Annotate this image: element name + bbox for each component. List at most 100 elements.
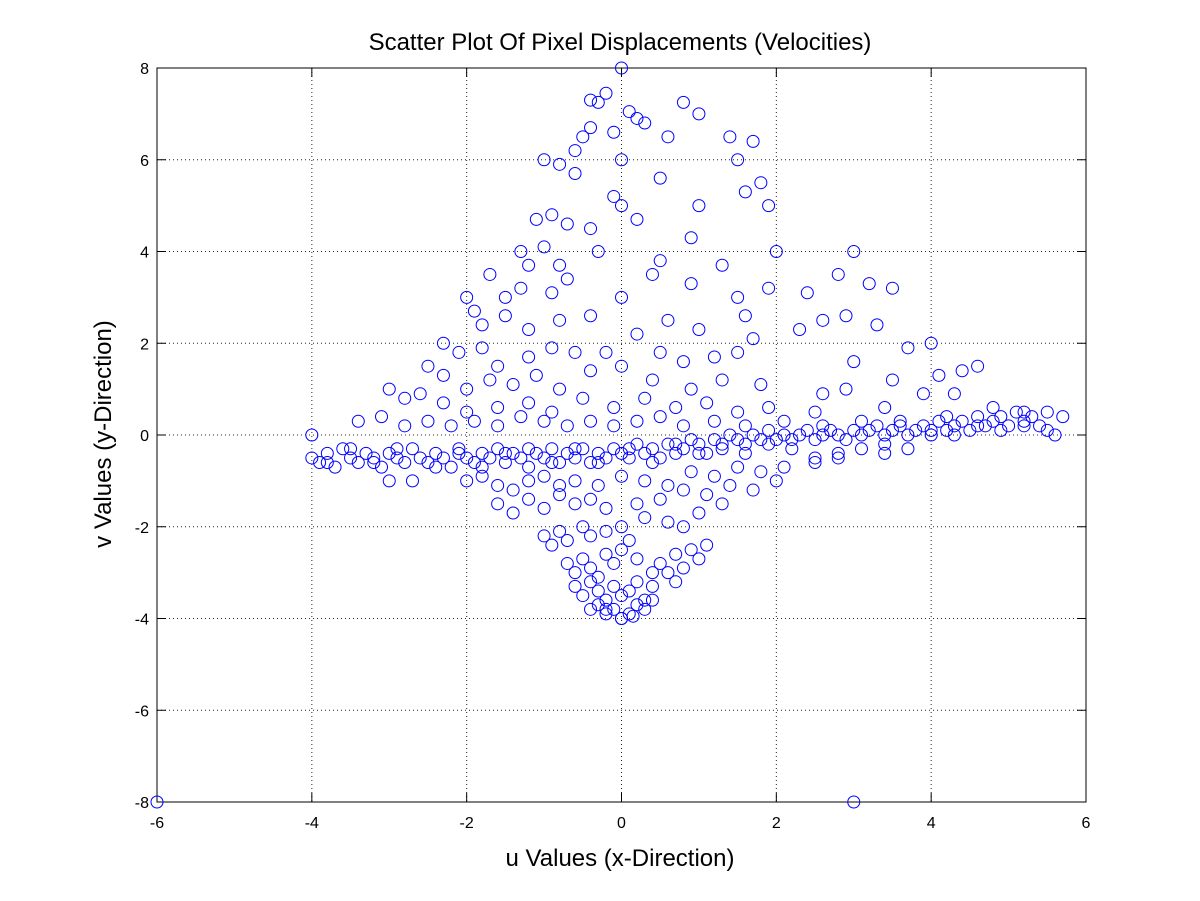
data-point — [878, 437, 892, 451]
data-point — [591, 598, 605, 612]
data-point — [615, 520, 628, 534]
y-tick-label: -2 — [135, 520, 149, 537]
data-point — [522, 322, 536, 336]
data-point — [568, 167, 582, 181]
y-tick-label: -4 — [135, 612, 149, 629]
data-point — [1017, 419, 1031, 433]
data-point — [684, 543, 698, 557]
data-point — [367, 456, 381, 470]
data-point — [800, 423, 814, 437]
data-point — [986, 414, 1000, 428]
data-point — [436, 451, 450, 465]
data-point — [615, 61, 628, 75]
x-tick-label: -4 — [305, 815, 319, 832]
data-point — [653, 254, 667, 268]
data-point — [731, 153, 745, 167]
data-point — [568, 345, 582, 359]
data-point — [808, 433, 822, 447]
data-point — [545, 442, 559, 456]
data-point — [754, 465, 768, 479]
data-point — [398, 391, 412, 405]
data-point — [367, 451, 381, 465]
data-point — [1017, 405, 1031, 419]
data-point — [483, 267, 497, 281]
data-point — [491, 442, 505, 456]
data-point — [336, 442, 350, 456]
data-point — [924, 428, 938, 442]
data-point — [645, 267, 659, 281]
data-point — [684, 277, 698, 291]
data-point — [328, 460, 342, 474]
data-point — [560, 272, 574, 286]
data-point — [824, 423, 838, 437]
data-point — [831, 428, 845, 442]
data-point — [522, 396, 536, 410]
data-point — [460, 290, 474, 304]
data-point — [553, 258, 567, 272]
x-axis-label: u Values (x-Direction) — [506, 845, 735, 872]
x-tick-labels: -6 -4 -2 0 2 4 6 — [150, 815, 1091, 832]
data-point — [669, 547, 683, 561]
data-point — [522, 442, 536, 456]
data-point — [669, 575, 683, 589]
data-point — [816, 387, 830, 401]
data-point — [599, 602, 613, 616]
data-point — [1040, 423, 1054, 437]
data-point — [553, 157, 567, 171]
data-point — [568, 497, 582, 511]
data-point — [498, 290, 512, 304]
data-point — [545, 538, 559, 552]
data-point — [413, 451, 427, 465]
data-point — [630, 575, 644, 589]
data-point — [847, 355, 861, 369]
data-point — [568, 579, 582, 593]
y-tick-label: 0 — [140, 428, 149, 445]
data-point — [615, 589, 628, 603]
data-point — [862, 277, 876, 291]
x-tick-label: 0 — [617, 815, 626, 832]
data-point — [553, 478, 567, 492]
data-point — [738, 446, 752, 460]
data-point — [661, 478, 675, 492]
data-point — [560, 446, 574, 460]
data-point — [553, 488, 567, 502]
data-point — [700, 446, 714, 460]
data-point — [630, 212, 644, 226]
data-point — [746, 134, 760, 148]
data-point — [707, 469, 721, 483]
data-point — [676, 95, 690, 109]
data-point — [630, 552, 644, 566]
data-point — [584, 529, 598, 543]
data-point — [1009, 405, 1023, 419]
data-point — [405, 474, 419, 488]
data-point — [591, 478, 605, 492]
data-point — [847, 795, 861, 809]
data-point — [622, 534, 636, 548]
data-point — [483, 373, 497, 387]
x-tick-label: -6 — [150, 815, 164, 832]
data-point — [731, 433, 745, 447]
data-point — [615, 469, 628, 483]
data-point — [777, 414, 791, 428]
data-point — [344, 442, 358, 456]
data-point — [785, 442, 799, 456]
data-point — [909, 423, 923, 437]
data-point — [994, 423, 1008, 437]
data-point — [816, 428, 830, 442]
data-point — [746, 332, 760, 346]
data-point — [653, 451, 667, 465]
data-point — [607, 579, 621, 593]
data-point — [405, 442, 419, 456]
data-point — [375, 410, 389, 424]
data-point — [584, 93, 598, 107]
data-point — [491, 359, 505, 373]
data-point — [893, 414, 907, 428]
data-point — [878, 446, 892, 460]
data-point — [375, 460, 389, 474]
data-point — [715, 437, 729, 451]
x-tick-label: 4 — [927, 815, 936, 832]
data-point — [738, 309, 752, 323]
data-point — [645, 566, 659, 580]
data-point — [645, 442, 659, 456]
data-point — [1040, 405, 1054, 419]
